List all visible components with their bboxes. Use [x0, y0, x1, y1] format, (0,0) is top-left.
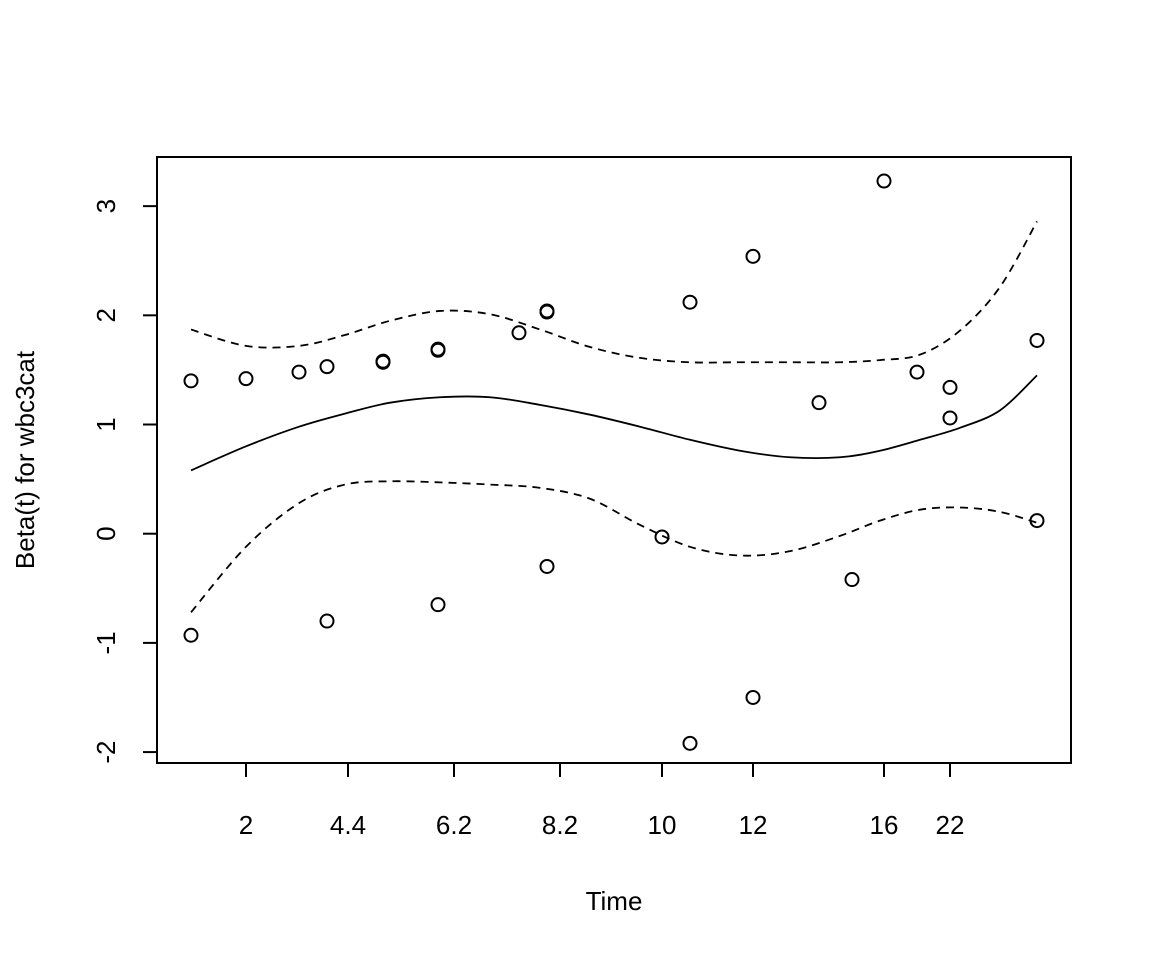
- data-point: [375, 354, 391, 370]
- data-point: [942, 379, 958, 395]
- data-point: [183, 627, 199, 643]
- x-tick-label: 12: [739, 810, 768, 840]
- x-tick-label: 6.2: [436, 810, 472, 840]
- x-axis-label: Time: [586, 886, 643, 916]
- y-tick-label: -2: [91, 741, 121, 764]
- data-point: [811, 395, 827, 411]
- x-tick-label: 4.4: [330, 810, 366, 840]
- confidence-band-line: [190, 480, 1038, 613]
- data-point: [430, 597, 446, 613]
- y-tick-label: 3: [91, 199, 121, 213]
- data-point: [511, 325, 527, 341]
- y-axis-label: Beta(t) for wbc3cat: [10, 350, 40, 569]
- data-point: [654, 529, 670, 545]
- y-tick-label: 0: [91, 526, 121, 540]
- x-tick-label: 16: [870, 810, 899, 840]
- data-point: [291, 364, 307, 380]
- data-point: [238, 371, 254, 387]
- x-tick-label: 8.2: [542, 810, 578, 840]
- data-point: [539, 558, 555, 574]
- data-point: [183, 373, 199, 389]
- data-point: [844, 572, 860, 588]
- plot-frame: [156, 156, 1072, 764]
- x-tick-label: 22: [936, 810, 965, 840]
- x-axis: 2 4.4 6.2 8.2 10 12 16 22: [239, 763, 965, 840]
- data-point: [1029, 332, 1045, 348]
- y-tick-label: 1: [91, 417, 121, 431]
- data-point: [909, 364, 925, 380]
- x-tick-label: 2: [239, 810, 253, 840]
- data-point: [942, 410, 958, 426]
- data-point: [1029, 513, 1045, 529]
- data-point: [430, 342, 446, 358]
- data-point: [745, 248, 761, 264]
- fit-line: [190, 374, 1038, 472]
- y-tick-label: -1: [91, 631, 121, 654]
- x-tick-label: 10: [648, 810, 677, 840]
- points: [183, 173, 1045, 751]
- data-point: [319, 359, 335, 375]
- y-axis: -2 -1 0 1 2 3: [91, 199, 157, 764]
- confidence-band-line: [190, 220, 1038, 364]
- data-point: [539, 304, 555, 320]
- data-point: [319, 613, 335, 629]
- data-point: [682, 294, 698, 310]
- y-tick-label: 2: [91, 308, 121, 322]
- curves: [190, 220, 1038, 613]
- data-point: [682, 735, 698, 751]
- data-point: [876, 173, 892, 189]
- data-point: [745, 689, 761, 705]
